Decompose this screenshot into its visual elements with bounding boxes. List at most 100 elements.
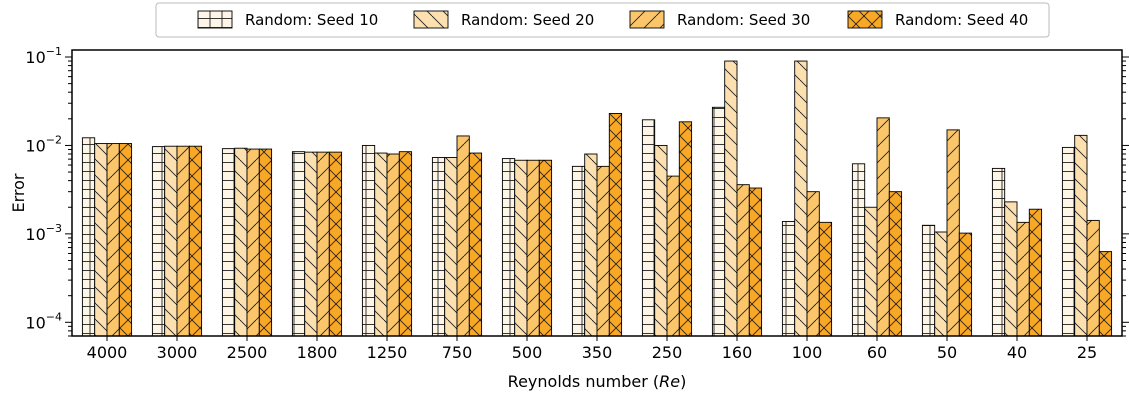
bar-hatch (514, 159, 528, 337)
bar (596, 165, 610, 337)
x-axis-label-main: Reynolds number ( (508, 372, 659, 391)
bar (258, 148, 273, 337)
bar-hatch (106, 143, 120, 337)
x-tick-label: 25 (1077, 343, 1097, 362)
bar-hatch (678, 121, 693, 337)
bar (164, 145, 178, 337)
x-axis-label-symbol: Re (659, 372, 680, 391)
bar-hatch (526, 159, 540, 337)
x-axis-label-close: ) (680, 372, 686, 391)
bar (934, 231, 948, 337)
bar-hatch (246, 148, 260, 337)
legend-swatch-hatch (847, 10, 883, 29)
x-axis-ticks: 4000 3000 2500 1800 1250 750 500 350 250 160 100 60… (87, 336, 1097, 362)
x-tick-label: 2500 (227, 343, 268, 362)
bar (81, 137, 96, 337)
bar-hatch (1004, 201, 1018, 337)
bar-hatch (444, 157, 458, 337)
bar-hatch (81, 137, 96, 337)
bar (468, 152, 483, 337)
bar-hatch (1074, 134, 1088, 337)
bar-hatch (876, 117, 890, 337)
bar-hatch (221, 148, 236, 337)
bar-hatch (991, 167, 1006, 337)
bar (806, 191, 820, 337)
bar-hatch (501, 158, 516, 337)
bar-hatch (291, 151, 306, 337)
bar-hatch (584, 153, 598, 337)
x-tick-label: 50 (937, 343, 957, 362)
x-axis-label: Reynolds number (Re) (508, 372, 687, 391)
bar (188, 145, 203, 337)
bar (571, 165, 586, 337)
y-tick-label: 10−1 (25, 45, 62, 67)
bar (514, 159, 528, 337)
bar-hatch (361, 144, 376, 337)
bar (666, 175, 680, 337)
bar-hatch (151, 146, 166, 337)
bar (1028, 208, 1043, 337)
bar (374, 152, 388, 337)
bar-hatch (596, 165, 610, 337)
bar (876, 117, 890, 337)
bar-hatch (888, 191, 903, 337)
bar-hatch (456, 135, 470, 337)
bar (608, 112, 623, 337)
legend: Random: Seed 10 Random: Seed 20 Random: Se… (155, 2, 1050, 38)
bar-hatch (258, 148, 273, 337)
bar (176, 145, 190, 337)
bar-hatch (234, 147, 248, 337)
legend-item: Random: Seed 30 (629, 10, 810, 29)
bar (724, 60, 738, 337)
bar (246, 148, 260, 337)
bar (1004, 201, 1018, 337)
legend-swatch-hatch (197, 10, 233, 29)
bar-hatch (641, 119, 656, 337)
bar-hatch (304, 151, 318, 337)
bar (794, 60, 808, 337)
y-axis-label: Error (9, 173, 28, 212)
bar-hatch (1028, 208, 1043, 337)
bar (151, 146, 166, 337)
x-tick-label: 100 (792, 343, 823, 362)
bar (456, 135, 470, 337)
bar-hatch (398, 151, 413, 337)
legend-label: Random: Seed 10 (245, 11, 378, 29)
bar-hatch (118, 143, 133, 337)
bar (444, 157, 458, 337)
bar-hatch (94, 143, 108, 337)
legend-swatch-hatch (413, 10, 449, 29)
bar (654, 144, 668, 337)
bar (864, 206, 878, 337)
x-tick-label: 500 (512, 343, 543, 362)
bar-hatch (176, 145, 190, 337)
bar-hatch (851, 163, 866, 337)
bar-hatch (781, 221, 796, 337)
bar (361, 144, 376, 337)
legend-item: Random: Seed 20 (413, 10, 594, 29)
bar (818, 221, 833, 337)
bar (888, 191, 903, 337)
bar (328, 151, 343, 337)
bar (748, 187, 763, 337)
bar (921, 224, 936, 337)
bar (386, 153, 400, 337)
bar (641, 119, 656, 337)
bar (106, 143, 120, 337)
legend-swatch-hatch (629, 10, 665, 29)
bar (678, 121, 693, 337)
bar-hatch (468, 152, 483, 337)
bar (118, 143, 133, 337)
bar-hatch (748, 187, 763, 337)
bar-hatch (1098, 251, 1113, 337)
legend-frame (155, 2, 1050, 38)
bar (221, 148, 236, 337)
bar (398, 151, 413, 337)
plot-frame (71, 49, 1123, 337)
legend-label: Random: Seed 20 (461, 11, 594, 29)
bar-hatch (164, 145, 178, 337)
legend-item: Random: Seed 40 (847, 10, 1028, 29)
bar (736, 184, 750, 337)
y-tick-label: 10−3 (25, 222, 62, 244)
